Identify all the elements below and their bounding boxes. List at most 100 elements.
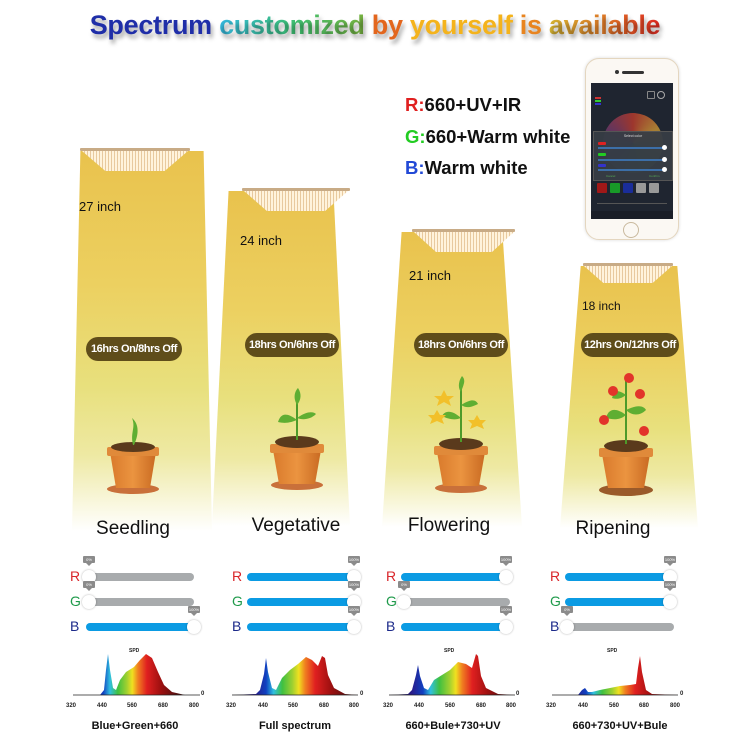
spd3-tick: 320 (383, 703, 394, 709)
slider-knob[interactable] (397, 595, 411, 609)
slider-knob[interactable] (82, 595, 96, 609)
channel-label-g: G (232, 593, 243, 609)
slider-track[interactable] (247, 623, 357, 631)
lamp-bar-flowering (412, 229, 515, 232)
slider-row-flowering-g[interactable]: G 0% (384, 581, 524, 610)
slider-track[interactable] (247, 573, 357, 581)
spd1-tick: 560 (127, 703, 138, 709)
spd4-tick: 320 (546, 703, 557, 709)
slider-value-tooltip: 100% (664, 581, 676, 591)
slider-track[interactable] (565, 598, 673, 606)
slider-track[interactable] (88, 598, 194, 606)
green-slider (598, 159, 664, 161)
slider-row-seedling-g[interactable]: G 0% (68, 581, 198, 610)
height-label-seedling: 27 inch (79, 199, 121, 214)
channel-label-b: B (386, 618, 396, 634)
red-slider-knob (662, 145, 667, 150)
slider-track[interactable] (401, 573, 509, 581)
title-seg-4: is (519, 10, 549, 40)
slider-track[interactable] (404, 598, 510, 606)
spd-caption-1: Blue+Green+660 (91, 720, 179, 732)
legend-r-desc: 660+UV+IR (424, 94, 522, 115)
slider-track[interactable] (568, 623, 674, 631)
slider-row-seedling-b[interactable]: B 100% (68, 606, 203, 635)
slider-knob[interactable] (499, 570, 513, 584)
slider-row-vegetative-r[interactable]: R 100% (230, 556, 370, 585)
title-seg-3: yourself (409, 10, 520, 40)
slider-value-tooltip: 0% (83, 581, 95, 591)
pot-seedling (107, 418, 159, 494)
spd3-tick: 800 (506, 703, 517, 709)
green-slider-knob (662, 157, 667, 162)
lamp-bar-seedling (80, 148, 190, 151)
spd4-tick: 440 (578, 703, 589, 709)
channel-label-g: G (386, 593, 397, 609)
blue-tag (598, 164, 606, 167)
legend-b-key: B: (405, 157, 425, 178)
slider-value-tooltip: 0% (561, 606, 573, 616)
slider-track[interactable] (88, 573, 194, 581)
slider-knob[interactable] (499, 620, 513, 634)
slider-row-ripening-g[interactable]: G 100% (548, 581, 688, 610)
title-seg-5: available (548, 10, 661, 40)
spd-chart-4 (552, 656, 678, 696)
slider-knob[interactable] (560, 620, 574, 634)
channel-label-b: B (550, 618, 560, 634)
lamp-panel-ripening (584, 266, 672, 283)
pot-flowering (428, 376, 488, 493)
spd2-tick: 800 (349, 703, 360, 709)
title-seg-2: by (371, 10, 410, 40)
slider-row-vegetative-b[interactable]: B 100% (230, 606, 370, 635)
channel-label-r: R (386, 568, 397, 584)
channel-label-g: G (70, 593, 81, 609)
spd-title-1: SPD (129, 648, 140, 654)
spd-title-3: SPD (444, 648, 455, 654)
lamp-panel-vegetative (244, 191, 348, 211)
legend-g-key: G: (405, 126, 426, 147)
slider-knob[interactable] (347, 620, 361, 634)
slider-value-tooltip: 0% (83, 556, 95, 566)
slider-track[interactable] (401, 623, 509, 631)
slider-row-ripening-b[interactable]: B 0% (548, 606, 688, 635)
smartphone-app-image: Select color Cancel Confirm (585, 58, 679, 240)
slider-knob[interactable] (187, 620, 201, 634)
slider-value-tooltip: 100% (348, 556, 360, 566)
slider-row-ripening-r[interactable]: R 100% (548, 556, 688, 585)
spd3-tick: 680 (476, 703, 487, 709)
spd-chart-3 (389, 654, 515, 696)
slider-knob[interactable] (82, 570, 96, 584)
slider-value-tooltip: 100% (348, 606, 360, 616)
pot-ripening (599, 373, 653, 496)
slider-track[interactable] (86, 623, 196, 631)
spd-caption-3: 660+Bule+730+UV (405, 720, 501, 732)
slider-knob[interactable] (347, 595, 361, 609)
channel-label-r: R (232, 568, 243, 584)
height-label-ripening: 18 inch (582, 299, 621, 313)
blue-slider-knob (662, 167, 667, 172)
slider-track[interactable] (247, 598, 357, 606)
hours-badge-vegetative: 18hrs On/6hrs Off (245, 333, 339, 357)
lamp-panel-flowering (414, 232, 514, 252)
slider-row-vegetative-g[interactable]: G 100% (230, 581, 370, 610)
lamp-bar-ripening (583, 263, 673, 266)
channel-label-g: G (550, 593, 561, 609)
spd-caption-2: Full spectrum (258, 720, 332, 732)
slider-row-flowering-b[interactable]: B 100% (384, 606, 524, 635)
stage-name-ripening: Ripening (575, 518, 651, 539)
slider-knob[interactable] (663, 595, 677, 609)
slider-knob[interactable] (347, 570, 361, 584)
slider-row-flowering-r[interactable]: R 100% (384, 556, 524, 585)
lamp-panel-seedling (82, 151, 188, 171)
hours-badge-seedling: 16hrs On/8hrs Off (86, 337, 182, 361)
title-seg-0: Spectrum (89, 10, 220, 40)
slider-value-tooltip: 0% (398, 581, 410, 591)
phone-screen: Select color Cancel Confirm (591, 83, 673, 219)
slider-track[interactable] (565, 573, 673, 581)
slider-row-seedling-r[interactable]: R 0% (68, 556, 198, 585)
spd1-tick: 440 (97, 703, 108, 709)
slider-knob[interactable] (663, 570, 677, 584)
spd-chart-2 (232, 656, 358, 696)
stage-name-seedling: Seedling (96, 518, 170, 539)
legend-b: B:Warm white (405, 157, 528, 179)
